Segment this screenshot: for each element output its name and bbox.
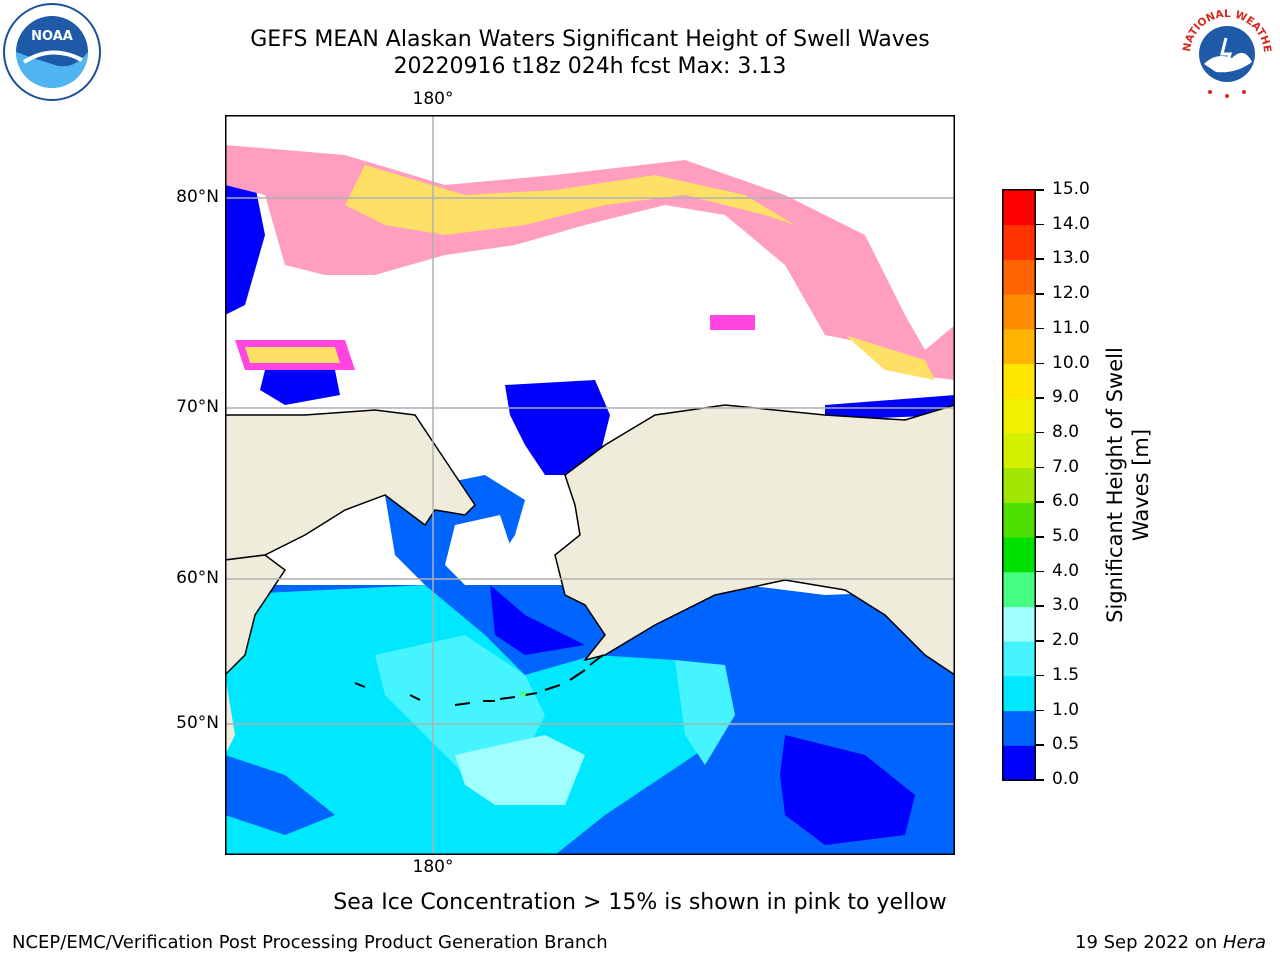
- colorbar-segment: [1003, 224, 1035, 260]
- nws-logo: NATIONAL WEATHER SERVICE: [1176, 2, 1278, 102]
- colorbar-tick-mark: [1036, 223, 1044, 226]
- colorbar-tick-mark: [1036, 327, 1044, 330]
- colorbar-tick-mark: [1036, 466, 1044, 469]
- noaa-logo-text: NOAA: [31, 29, 73, 44]
- colorbar-tick-label: 0.5: [1052, 734, 1080, 755]
- colorbar-segment: [1003, 190, 1035, 226]
- footer-date: 19 Sep 2022 on Hera: [1075, 932, 1266, 953]
- land-siberia: [225, 409, 476, 561]
- colorbar-segment: [1003, 467, 1035, 503]
- colorbar-tick-label: 2.0: [1052, 630, 1080, 651]
- colorbar-tick-mark: [1036, 189, 1044, 191]
- map-frame: [225, 115, 955, 855]
- colorbar-title: Significant Height of Swell Waves [m]: [1103, 347, 1153, 623]
- colorbar-segment: [1003, 641, 1035, 677]
- colorbar-tick-mark: [1036, 536, 1044, 538]
- colorbar-tick-mark: [1036, 397, 1044, 399]
- map-canvas: [225, 115, 955, 855]
- colorbar-segment: [1003, 745, 1035, 781]
- lat-label-80n: 80°N: [176, 187, 219, 207]
- colorbar-segment: [1003, 432, 1035, 469]
- land-far-sw: [225, 675, 235, 755]
- colorbar-tick-label: 10.0: [1052, 352, 1090, 373]
- colorbar-tick-mark: [1036, 362, 1044, 365]
- ocean-swell-2-5: [455, 735, 585, 805]
- sea-ice-core: [345, 165, 795, 235]
- colorbar-tick-mark: [1036, 570, 1044, 573]
- colorbar-tick-mark: [1036, 744, 1044, 746]
- max-swell-spot: [520, 691, 526, 697]
- ocean-swell-patch: [675, 660, 735, 765]
- colorbar-segment: [1003, 606, 1035, 642]
- lat-label-50n: 50°N: [176, 713, 219, 733]
- sea-ice-patch: [710, 315, 755, 330]
- colorbar-segment: [1003, 398, 1035, 434]
- colorbar-tick-label: 4.0: [1052, 560, 1080, 581]
- sea-ice-siberian-core: [245, 347, 340, 363]
- chart-subtitle: 20220916 t18z 024h fcst Max: 3.13: [393, 54, 787, 79]
- colorbar-tick-label: 15.0: [1052, 179, 1090, 199]
- colorbar-tick-label: 5.0: [1052, 526, 1080, 547]
- colorbar-tick-label: 14.0: [1052, 213, 1090, 234]
- map-caption: Sea Ice Concentration > 15% is shown in …: [333, 890, 947, 915]
- footer-host: Hera: [1222, 932, 1266, 953]
- ocean-low-swell-sw: [225, 755, 335, 835]
- colorbar-tick-label: 8.0: [1052, 421, 1080, 442]
- bering-near-alaska: [490, 585, 585, 655]
- sea-ice-east-core: [845, 335, 935, 380]
- colorbar-segment: [1003, 710, 1035, 746]
- colorbar-tick-label: 12.0: [1052, 283, 1090, 304]
- colorbar-tick-label: 13.0: [1052, 248, 1090, 269]
- colorbar-segment: [1003, 259, 1035, 295]
- colorbar-tick-mark: [1036, 431, 1044, 434]
- colorbar-tick-mark: [1036, 779, 1044, 781]
- aleutian-islands: [354, 654, 604, 706]
- colorbar-tick-label: 6.0: [1052, 491, 1080, 512]
- colorbar-segment: [1003, 675, 1035, 712]
- colorbar-segment: [1003, 294, 1035, 330]
- colorbar-scale: [1002, 189, 1036, 781]
- east-siberian-water: [225, 165, 265, 315]
- footer-date-text: 19 Sep 2022 on: [1075, 932, 1223, 953]
- colorbar-tick-mark: [1036, 501, 1044, 503]
- swell-map: [225, 115, 955, 859]
- chukchi-sea: [505, 380, 610, 475]
- colorbar-frame: [1002, 189, 1036, 781]
- ocean-low-swell-se: [780, 735, 915, 845]
- east-siberian-water-2: [260, 370, 340, 405]
- colorbar-segment: [1003, 571, 1035, 607]
- colorbar-tick-mark: [1036, 258, 1044, 260]
- colorbar-tick-mark: [1036, 640, 1044, 642]
- colorbar-segment: [1003, 363, 1035, 399]
- colorbar: [1002, 189, 1036, 785]
- colorbar-tick-label: 1.0: [1052, 699, 1080, 720]
- colorbar-tick-mark: [1036, 674, 1044, 677]
- chart-title: GEFS MEAN Alaskan Waters Significant Hei…: [250, 27, 930, 52]
- colorbar-tick-mark: [1036, 709, 1044, 712]
- colorbar-tick-label: 1.5: [1052, 664, 1080, 685]
- lon-label-bottom: 180°: [412, 857, 454, 877]
- footer-credit: NCEP/EMC/Verification Post Processing Pr…: [12, 932, 608, 953]
- colorbar-tick-label: 3.0: [1052, 595, 1080, 616]
- lat-label-70n: 70°N: [176, 397, 219, 417]
- map-gridlines: [225, 115, 955, 855]
- colorbar-tick-mark: [1036, 293, 1044, 295]
- colorbar-tick-label: 0.0: [1052, 769, 1080, 789]
- land-kamchatka: [225, 554, 287, 677]
- colorbar-tick-mark: [1036, 605, 1044, 607]
- colorbar-segment: [1003, 502, 1035, 538]
- colorbar-segment: [1003, 537, 1035, 573]
- land-alaska: [554, 404, 955, 676]
- lat-label-60n: 60°N: [176, 568, 219, 588]
- colorbar-tick-label: 11.0: [1052, 317, 1090, 338]
- colorbar-segment: [1003, 328, 1035, 365]
- lon-label-top: 180°: [412, 89, 454, 109]
- colorbar-tick-label: 9.0: [1052, 387, 1080, 408]
- bering-shelf: [445, 515, 510, 585]
- colorbar-tick-label: 7.0: [1052, 456, 1080, 477]
- noaa-logo: NOAA: [2, 2, 102, 102]
